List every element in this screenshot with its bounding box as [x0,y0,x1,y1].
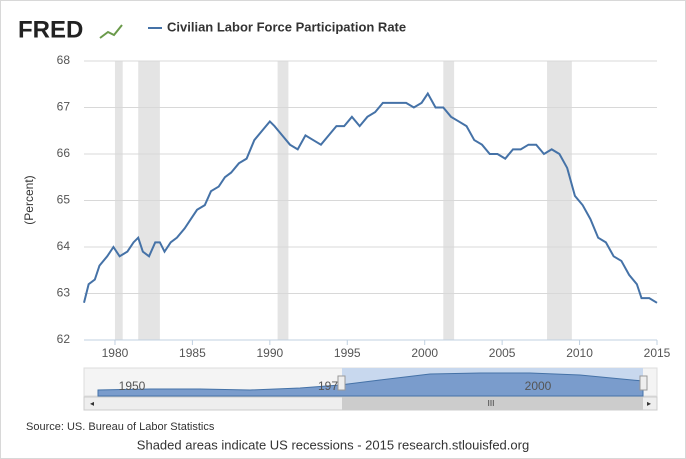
navigator-label: 197 [318,379,338,393]
y-tick-label: 62 [57,332,71,346]
y-tick-label: 67 [57,100,71,114]
source: Source: US. Bureau of Labor Statistics [26,421,215,433]
logo-icon [99,24,123,39]
navigator-label: 2000 [525,379,552,393]
x-tick-label: 1990 [256,346,283,360]
x-tick-label: 1995 [334,346,361,360]
x-tick-label: 1985 [179,346,206,360]
legend: Civilian Labor Force Participation Rate [167,19,406,34]
footer: Shaded areas indicate US recessions - 20… [137,437,529,452]
scroll-right[interactable]: ▸ [647,399,651,408]
x-tick-label: 1980 [102,346,129,360]
navigator-handle[interactable] [639,375,648,391]
y-tick-label: 68 [57,53,71,67]
y-tick-label: 65 [57,193,71,207]
navigator-handle[interactable] [337,375,346,391]
series-line [83,91,658,304]
x-tick-label: 2015 [644,346,671,360]
x-tick-label: 2005 [489,346,516,360]
logo: FRED [18,16,83,43]
y-axis-label: (Percent) [22,175,36,224]
y-tick-label: 63 [57,286,71,300]
x-tick-label: 2010 [566,346,593,360]
y-tick-label: 66 [57,146,71,160]
scrollbar-grip: III [488,399,495,408]
navigator-label: 1950 [119,379,146,393]
x-tick-label: 2000 [411,346,438,360]
scroll-left[interactable]: ◂ [90,399,94,408]
scrollbar-thumb[interactable] [342,397,643,410]
y-tick-label: 64 [57,239,71,253]
